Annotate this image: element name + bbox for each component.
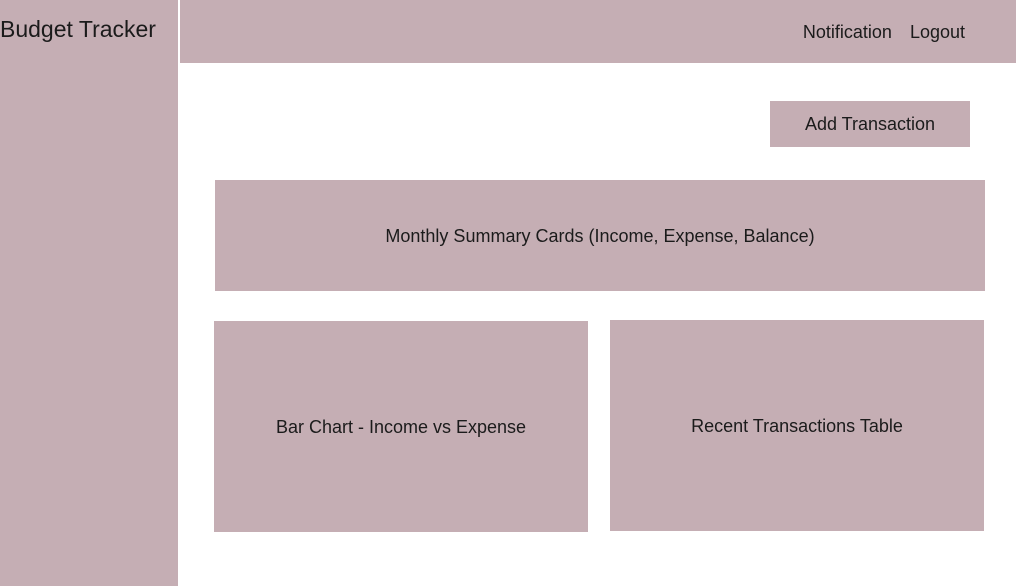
monthly-summary-cards: Monthly Summary Cards (Income, Expense, … — [215, 180, 985, 291]
top-bar: Notification Logout — [180, 0, 1016, 63]
top-nav: Notification Logout — [803, 21, 965, 43]
bar-chart-panel: Bar Chart - Income vs Expense — [214, 321, 588, 532]
notification-link[interactable]: Notification — [802, 22, 892, 42]
recent-transactions-table: Recent Transactions Table — [610, 320, 984, 531]
logout-link[interactable]: Logout — [909, 22, 965, 42]
summary-placeholder-label: Monthly Summary Cards (Income, Expense, … — [385, 225, 815, 246]
transactions-placeholder-label: Recent Transactions Table — [691, 415, 903, 436]
add-transaction-button[interactable]: Add Transaction — [770, 101, 970, 147]
app-title: Budget Tracker — [0, 16, 156, 42]
sidebar: Budget Tracker — [0, 0, 178, 586]
bar-chart-placeholder-label: Bar Chart - Income vs Expense — [275, 416, 527, 437]
